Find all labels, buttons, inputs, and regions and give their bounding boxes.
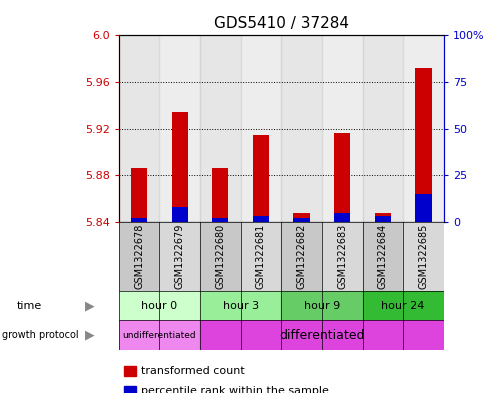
Text: hour 3: hour 3 xyxy=(222,301,258,310)
Title: GDS5410 / 37284: GDS5410 / 37284 xyxy=(213,17,348,31)
Bar xyxy=(414,194,431,222)
Text: percentile rank within the sample: percentile rank within the sample xyxy=(140,386,328,393)
Bar xyxy=(159,222,199,291)
Bar xyxy=(212,218,228,222)
Text: GSM1322683: GSM1322683 xyxy=(336,224,347,289)
Text: GSM1322682: GSM1322682 xyxy=(296,224,306,289)
Text: transformed count: transformed count xyxy=(140,366,244,376)
Bar xyxy=(414,68,431,222)
Bar xyxy=(199,35,240,222)
Text: GSM1322680: GSM1322680 xyxy=(215,224,225,289)
Text: hour 9: hour 9 xyxy=(303,301,339,310)
Bar xyxy=(402,35,443,222)
Bar xyxy=(131,218,147,222)
Bar xyxy=(212,168,228,222)
Bar xyxy=(374,213,390,222)
Text: undifferentiated: undifferentiated xyxy=(122,331,196,340)
Bar xyxy=(199,222,240,291)
Bar xyxy=(402,222,443,291)
Text: GSM1322681: GSM1322681 xyxy=(256,224,265,289)
Bar xyxy=(293,218,309,222)
Bar xyxy=(281,291,362,320)
Bar xyxy=(362,222,402,291)
Bar xyxy=(131,168,147,222)
Bar xyxy=(199,320,443,350)
Text: ▶: ▶ xyxy=(85,299,94,312)
Bar xyxy=(119,291,199,320)
Text: differentiated: differentiated xyxy=(279,329,364,342)
Bar xyxy=(321,222,362,291)
Text: growth protocol: growth protocol xyxy=(2,330,79,340)
Bar xyxy=(240,222,281,291)
Text: time: time xyxy=(17,301,42,310)
Bar xyxy=(119,320,199,350)
Bar xyxy=(159,35,199,222)
Bar xyxy=(374,217,390,222)
Bar xyxy=(119,222,159,291)
Bar xyxy=(240,35,281,222)
Bar xyxy=(362,35,402,222)
Bar xyxy=(333,213,349,222)
Text: hour 24: hour 24 xyxy=(381,301,424,310)
Bar xyxy=(293,213,309,222)
Text: ▶: ▶ xyxy=(85,329,94,342)
Text: GSM1322678: GSM1322678 xyxy=(134,224,144,289)
Bar xyxy=(252,217,269,222)
Text: hour 0: hour 0 xyxy=(141,301,177,310)
Bar xyxy=(281,222,321,291)
Bar xyxy=(171,112,187,222)
Text: GSM1322684: GSM1322684 xyxy=(377,224,387,289)
Bar xyxy=(199,291,281,320)
Bar xyxy=(362,291,443,320)
Bar xyxy=(281,35,321,222)
Bar xyxy=(119,35,159,222)
Bar xyxy=(171,207,187,222)
Bar xyxy=(321,35,362,222)
Text: GSM1322679: GSM1322679 xyxy=(174,224,184,289)
Bar xyxy=(252,134,269,222)
Text: GSM1322685: GSM1322685 xyxy=(418,224,427,289)
Bar xyxy=(333,133,349,222)
